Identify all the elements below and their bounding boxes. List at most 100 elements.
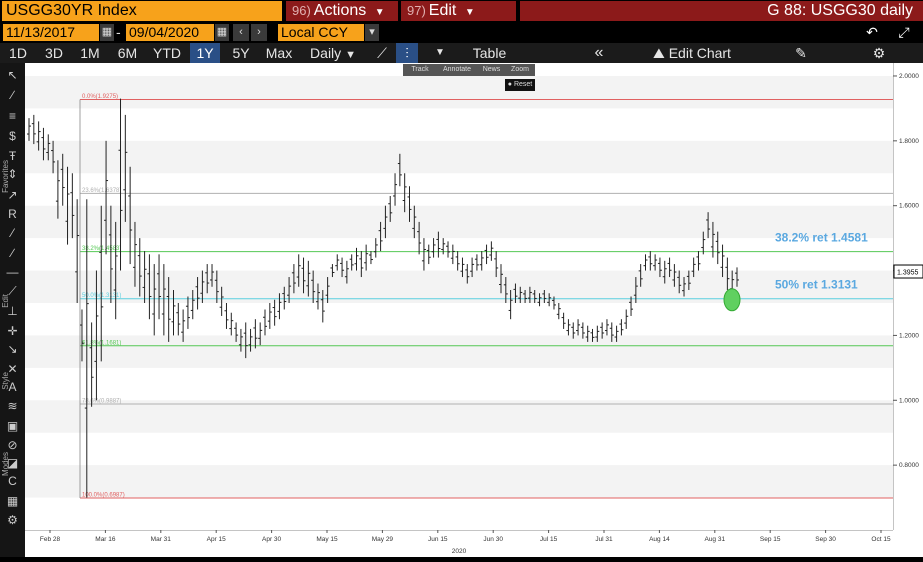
pencil-icon[interactable]: ✎ [795,45,807,61]
range-button-1y[interactable]: 1Y [190,43,220,63]
line-style-icon[interactable]: ≋ [7,399,18,413]
gear-icon[interactable]: ⚙ [872,45,886,61]
chevron-down-icon[interactable]: ▾ [365,24,379,41]
ticker-field[interactable]: USGG30YR Index [2,1,282,21]
range-button-max[interactable]: Max [265,45,293,61]
ohlc-bar [633,277,638,303]
snap-icon[interactable]: ◪ [6,456,19,470]
edit-chart-button[interactable]: ⛰ Edit Chart [642,43,742,63]
chevron-down-icon[interactable]: ▼ [435,47,445,58]
grid-band [25,140,893,174]
currency-field[interactable]: Local CCY [278,24,364,41]
ohlc-bar [60,153,65,206]
retracement-annotation[interactable]: 50% ret 1.3131 [775,278,858,292]
r-tool-icon[interactable]: R [8,207,17,221]
ohlc-bar [460,257,465,278]
prev-period-icon[interactable]: ‹ [233,24,249,41]
chart-toolbar [0,43,923,63]
actions-menu[interactable]: 96) Actions ▼ [286,1,398,21]
ohlc-bar [431,238,436,258]
pen-tool-icon[interactable]: ∕ [11,246,14,260]
ohlc-bar [735,267,739,287]
line-chart-icon[interactable]: ⟋ [377,45,387,61]
grid-icon[interactable]: ▦ [6,494,19,508]
retracement-annotation[interactable]: 38.2% ret 1.4581 [775,231,868,245]
drawing-tools-sidebar [0,63,25,557]
ohlc-bar [123,114,128,222]
overlay-track-button[interactable]: Track [404,65,436,75]
ruler-icon[interactable]: ⊘ [7,438,18,452]
modes-label: Modes [1,452,10,477]
ohlc-bar [672,264,677,287]
range-button-5y[interactable]: 5Y [232,45,250,61]
overlay-annotate-button[interactable]: Annotate [437,65,477,75]
cursor-icon[interactable]: ↖ [7,68,18,82]
collapse-icon[interactable]: « [594,44,604,61]
x-tick-label: May 29 [372,536,394,543]
fib-level-label: 100.0%(0.6987) [82,492,125,498]
style-a-icon[interactable]: A [8,380,17,394]
tag-tool-icon[interactable]: ⊥ [7,304,18,318]
bar-chart-icon[interactable]: ⫶ [396,43,418,63]
overlay-zoom-button[interactable]: Zoom [506,65,534,75]
dollar-tool-icon[interactable]: $ [9,129,16,143]
range-button-6m[interactable]: 6M [117,45,138,61]
range-button-1d[interactable]: 1D [9,45,27,61]
end-date-field[interactable]: 09/04/2020 [126,24,214,41]
calendar-icon[interactable]: ▦ [100,24,114,41]
overlay-news-button[interactable]: News [478,65,505,75]
range-button-1m[interactable]: 1M [80,45,100,61]
table-button[interactable]: Table [472,45,507,61]
range-button-ytd[interactable]: YTD [153,45,181,61]
ohlc-bar [595,325,600,342]
ohlc-bar [291,264,296,294]
ohlc-bar [657,257,662,278]
x-tick-label: May 15 [316,536,338,543]
x-tick-label: Jun 30 [483,536,503,543]
range-button-3d[interactable]: 3D [45,45,63,61]
window-title: G 88: USGG30 daily [520,1,923,21]
ohlc-bar [388,195,393,222]
magnet-icon[interactable]: C [8,474,17,488]
ohlc-bar [344,260,349,284]
ohlc-bar [638,264,643,287]
chevron-down-icon: ▼ [464,7,475,18]
brush-tool-icon[interactable]: ⁄ [11,226,14,240]
draw-tool-icon[interactable]: ⟋ [8,284,17,298]
chart-plot-area[interactable]: 0.0%(1.9275)23.6%(1.6378)38.2%(1.4583)50… [25,63,893,530]
undo-icon[interactable]: ↶ [862,24,882,41]
reset-button[interactable]: ● Reset [505,79,535,91]
ohlc-bar [585,325,590,342]
fill-style-icon[interactable]: ▣ [6,419,19,433]
ohlc-bar [412,205,417,239]
ohlc-bar [75,199,80,303]
fib-tool-icon[interactable]: ≡ [8,109,16,123]
crosshair-tool-icon[interactable]: ✛ [7,324,18,338]
settings-icon[interactable]: ⚙ [7,513,18,527]
next-period-icon[interactable]: › [251,24,267,41]
ohlc-bar [320,290,325,323]
ohlc-bar [157,254,162,320]
segment-tool-icon[interactable]: — [6,265,19,279]
ohlc-bar [450,244,455,265]
delete-tool-icon[interactable]: ✕ [7,362,18,376]
frequency-select[interactable]: Daily ▼ [302,43,364,63]
ohlc-bar [311,270,316,303]
line-tool-icon[interactable]: ∕ [11,88,14,102]
calendar-icon[interactable]: ▦ [215,24,229,41]
start-date-field[interactable]: 11/13/2017 [3,24,99,41]
text-tool-icon[interactable]: Ŧ [8,149,17,163]
arrow-tool-icon[interactable]: ↗ [7,188,18,202]
measure-tool-icon[interactable]: ⇕ [7,167,18,181]
expand-icon[interactable]: ⤢ [894,24,914,41]
ohlc-bar [494,251,499,278]
edit-menu[interactable]: 97) Edit ▼ [401,1,516,21]
ohlc-bar [99,205,104,362]
ohlc-bar [561,312,566,329]
ohlc-bar [556,302,561,320]
support-marker[interactable] [723,288,741,312]
ohlc-bar [152,264,157,336]
ohlc-bar [41,127,46,161]
ohlc-bar [181,309,186,342]
pointer-tool-icon[interactable]: ↘ [7,342,18,356]
